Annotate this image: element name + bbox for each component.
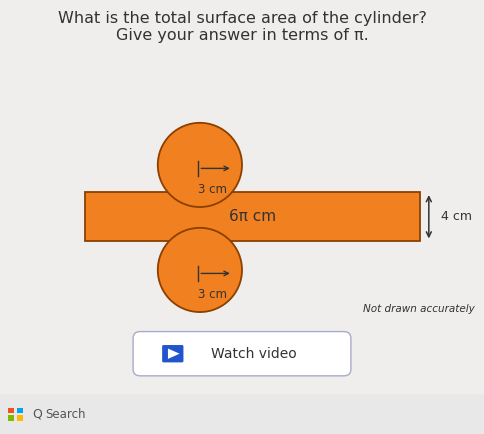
Text: Not drawn accurately: Not drawn accurately [363, 304, 474, 314]
Text: Search: Search [45, 408, 86, 421]
Text: Give your answer in terms of π.: Give your answer in terms of π. [116, 28, 368, 43]
FancyBboxPatch shape [8, 415, 14, 421]
Ellipse shape [158, 123, 242, 207]
Text: 4 cm: 4 cm [441, 210, 472, 223]
FancyBboxPatch shape [162, 345, 183, 362]
FancyBboxPatch shape [17, 415, 23, 421]
Ellipse shape [158, 228, 242, 312]
Polygon shape [168, 349, 180, 359]
Text: 3 cm: 3 cm [198, 288, 227, 301]
Text: Watch video: Watch video [211, 347, 297, 361]
Text: 6π cm: 6π cm [229, 209, 276, 224]
FancyBboxPatch shape [17, 408, 23, 413]
FancyBboxPatch shape [8, 408, 14, 413]
FancyBboxPatch shape [85, 192, 420, 241]
FancyBboxPatch shape [0, 394, 484, 434]
Text: What is the total surface area of the cylinder?: What is the total surface area of the cy… [58, 11, 426, 26]
Text: Q: Q [32, 408, 42, 421]
FancyBboxPatch shape [133, 332, 351, 376]
Text: 3 cm: 3 cm [198, 183, 227, 196]
